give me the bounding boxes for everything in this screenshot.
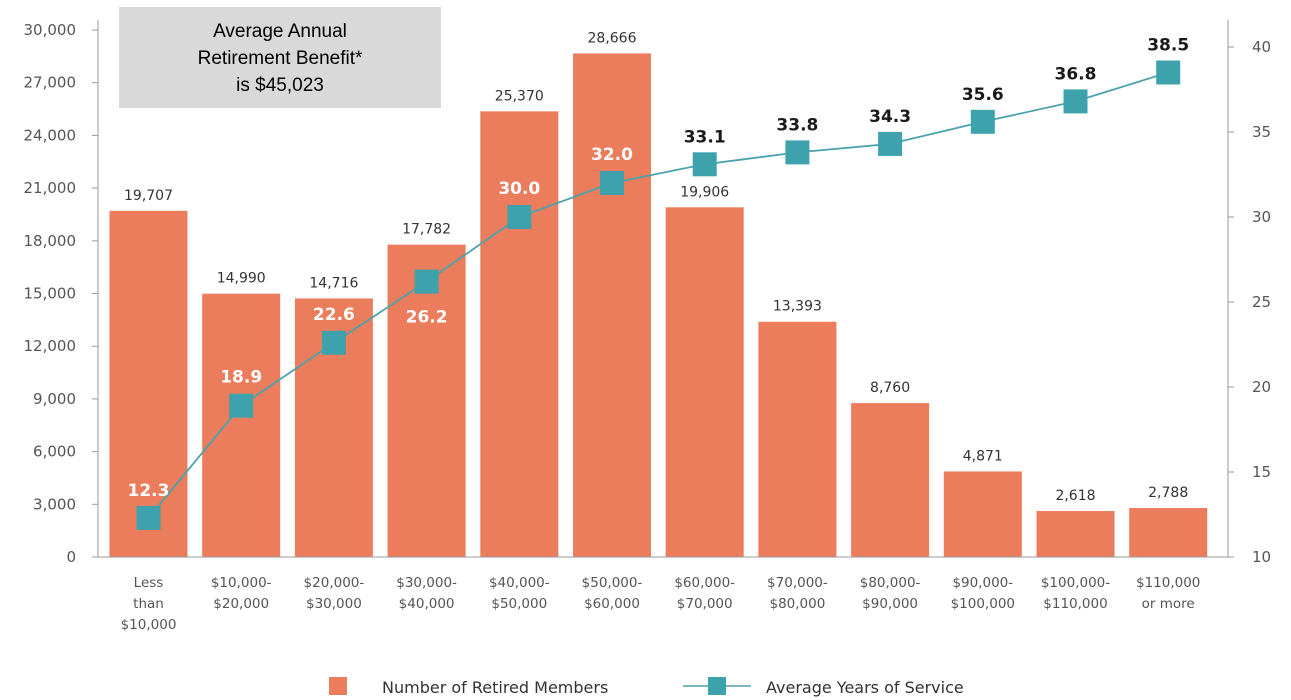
bar (573, 53, 651, 558)
bar (202, 293, 281, 557)
line-point-label: 33.8 (776, 115, 818, 135)
bar (943, 471, 1022, 557)
bar-value-label: 19,707 (124, 188, 173, 204)
bar-value-label: 2,618 (1055, 488, 1095, 504)
y-right-tick-label: 30 (1252, 208, 1271, 226)
bar-value-label: 4,871 (963, 448, 1003, 464)
line-point-marker (878, 131, 903, 156)
legend-bar-label: Number of Retired Members (382, 678, 608, 697)
legend-bar-swatch (329, 677, 347, 695)
bar-labels: 19,707 14,990 14,716 17,782 25,370 28,666 19,9… (124, 30, 1188, 504)
x-category-label: $80,000-$90,000 (860, 575, 921, 612)
y-right-tick-label: 20 (1252, 378, 1271, 396)
y-left-tick-label: 24,000 (24, 126, 77, 144)
bar-value-label: 13,393 (773, 299, 822, 315)
y-right-tick-label: 35 (1252, 123, 1271, 141)
line-point-label: 22.6 (313, 305, 355, 325)
y-left-tick-label: 9,000 (33, 390, 76, 408)
point-labels: 12.3 18.9 22.6 26.2 30.0 32.0 33.1 33.8 34.3 35.6… (128, 36, 1190, 501)
line-point-label: 12.3 (128, 481, 170, 501)
legend-line-label: Average Years of Service (766, 678, 964, 697)
line-point-label: 26.2 (406, 308, 448, 328)
bar-value-label: 28,666 (588, 30, 637, 46)
x-category-label: $90,000-$100,000 (951, 575, 1015, 612)
y-right-tick-label: 10 (1252, 548, 1271, 566)
x-category-label: $70,000-$80,000 (767, 575, 828, 612)
x-category-label: $40,000-$50,000 (489, 575, 550, 612)
y-left-tick-label: 18,000 (24, 232, 77, 250)
line-series (136, 60, 1181, 530)
line-point-label: 35.6 (962, 85, 1004, 105)
bar-series (109, 53, 1208, 558)
y-left-tick-label: 3,000 (33, 495, 76, 513)
bar (665, 207, 744, 557)
x-category-label: $50,000-$60,000 (582, 575, 643, 612)
line-point-marker (970, 109, 995, 134)
legend-line-marker (708, 677, 726, 695)
line-point-label: 33.1 (684, 127, 726, 147)
line-point-marker (600, 171, 624, 195)
benefit-note-line-1: Average Annual (213, 21, 347, 42)
bar-value-label: 19,906 (680, 184, 729, 200)
benefit-note-box (119, 7, 441, 108)
line-point-marker (785, 140, 810, 165)
bar (387, 244, 466, 558)
bar-value-label: 8,760 (870, 380, 910, 396)
x-category-label: $30,000-$40,000 (396, 575, 457, 612)
y-axis-right: 10 15 20 25 30 35 40 (1227, 20, 1271, 566)
bar (851, 403, 930, 557)
benefit-note-line-2: Retirement Benefit* (198, 48, 363, 69)
bar (758, 321, 837, 557)
y-left-tick-label: 27,000 (24, 74, 77, 92)
y-right-tick-label: 25 (1252, 293, 1271, 311)
bar-value-label: 25,370 (495, 88, 544, 104)
line-point-marker (1063, 89, 1088, 114)
y-right-tick-label: 40 (1252, 38, 1271, 56)
x-category-label: Less than $10,000 (121, 575, 177, 633)
line-point-marker (1156, 60, 1181, 85)
line-point-label: 36.8 (1055, 64, 1097, 84)
y-left-tick-label: 15,000 (24, 285, 77, 303)
y-right-tick-label: 15 (1252, 463, 1271, 481)
benefit-note-line-3: is $45,023 (236, 75, 324, 96)
bar (1036, 511, 1115, 557)
bar-value-label: 14,990 (217, 271, 266, 287)
y-left-tick-label: 0 (66, 548, 76, 566)
line-point-marker (414, 269, 439, 294)
legend: Number of Retired Members Average Years … (329, 677, 964, 697)
line-point-marker (321, 330, 346, 355)
line-point-label: 32.0 (591, 145, 633, 165)
y-left-tick-label: 6,000 (33, 443, 76, 461)
line-point-label: 38.5 (1147, 36, 1189, 56)
line-point-marker (229, 393, 254, 418)
bar-value-label: 2,788 (1148, 485, 1188, 501)
y-axis-left: 0 3,000 6,000 9,000 12,000 15,000 18,000 21,000… (24, 20, 99, 566)
line-point-marker (136, 505, 161, 530)
line-point-marker (692, 152, 717, 177)
bar-value-label: 14,716 (309, 275, 358, 291)
x-category-label: $60,000-$70,000 (674, 575, 735, 612)
line-point-label: 18.9 (220, 368, 262, 388)
x-category-label: $110,000 or more (1136, 575, 1200, 612)
y-left-tick-label: 30,000 (24, 21, 77, 39)
line-point-marker (507, 205, 532, 229)
benefit-note: Average Annual Retirement Benefit* is $4… (119, 7, 441, 108)
x-category-label: $20,000-$30,000 (304, 575, 365, 612)
x-category-label: $100,000-$110,000 (1041, 575, 1110, 612)
line-point-label: 30.0 (498, 179, 540, 199)
bar (480, 111, 559, 557)
y-left-tick-label: 12,000 (24, 337, 77, 355)
x-axis: Less than $10,000 $10,000-$20,000 $20,000-$3… (98, 556, 1228, 633)
y-left-tick-label: 21,000 (24, 179, 77, 197)
years-of-service-line (147, 71, 1169, 519)
bar (109, 210, 188, 557)
line-point-label: 34.3 (869, 107, 911, 127)
bar-value-label: 17,782 (402, 222, 451, 238)
bar (1129, 508, 1208, 557)
x-category-label: $10,000-$20,000 (211, 575, 272, 612)
